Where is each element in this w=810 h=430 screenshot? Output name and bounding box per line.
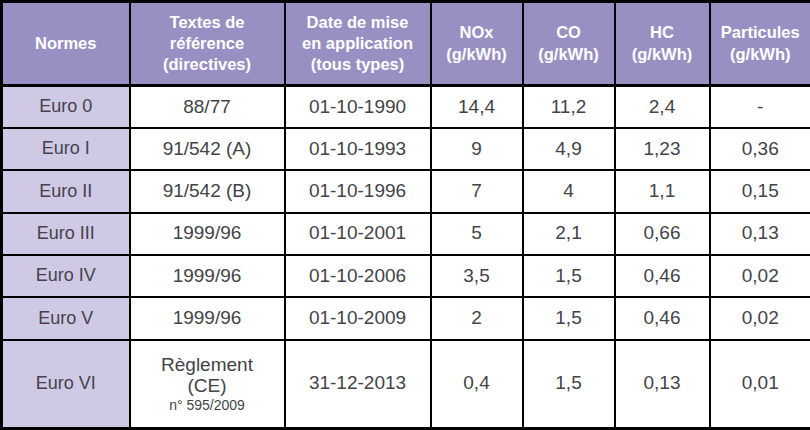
- value-cell-co: 1,5: [523, 297, 615, 339]
- value-cell-co: 2,1: [523, 213, 615, 255]
- value-cell-hc: 0,46: [615, 297, 710, 339]
- reference-sub-text: n° 595/2009: [134, 397, 281, 414]
- value-cell-co: 4: [523, 170, 615, 212]
- value-cell-particules: 0,15: [710, 170, 810, 212]
- value-cell-textes-reference: 88/77: [130, 86, 285, 128]
- col-header-nox: NOx (g/kWh): [431, 2, 523, 86]
- value-cell-particules: 0,36: [710, 128, 810, 170]
- value-cell-particules: 0,02: [710, 255, 810, 297]
- value-cell-textes-reference: 1999/96: [130, 255, 285, 297]
- value-cell-co: 11,2: [523, 86, 615, 128]
- table-row: Euro V1999/9601-10-200921,50,460,02: [2, 297, 810, 339]
- value-cell-nox: 14,4: [431, 86, 523, 128]
- value-cell-textes-reference: 91/542 (A): [130, 128, 285, 170]
- value-cell-hc: 1,1: [615, 170, 710, 212]
- value-cell-date-application: 01-10-1990: [285, 86, 431, 128]
- value-cell-date-application: 01-10-1996: [285, 170, 431, 212]
- norm-label-cell: Euro IV: [2, 255, 130, 297]
- table-row: Euro I91/542 (A)01-10-199394,91,230,36: [2, 128, 810, 170]
- table-row: Euro IV1999/9601-10-20063,51,50,460,02: [2, 255, 810, 297]
- value-cell-date-application: 01-10-2009: [285, 297, 431, 339]
- value-cell-co: 1,5: [523, 255, 615, 297]
- table-row: Euro II91/542 (B)01-10-1996741,10,15: [2, 170, 810, 212]
- table-row: Euro III1999/9601-10-200152,10,660,13: [2, 213, 810, 255]
- value-cell-textes-reference: 1999/96: [130, 213, 285, 255]
- col-header-normes: Normes: [2, 2, 130, 86]
- value-cell-hc: 0,66: [615, 213, 710, 255]
- value-cell-textes-reference: 1999/96: [130, 297, 285, 339]
- value-cell-particules: 0,02: [710, 297, 810, 339]
- value-cell-hc: 0,46: [615, 255, 710, 297]
- value-cell-hc: 0,13: [615, 340, 710, 429]
- value-cell-hc: 2,4: [615, 86, 710, 128]
- col-header-particules: Particules (g/kWh): [710, 2, 810, 86]
- norm-label-cell: Euro I: [2, 128, 130, 170]
- norm-label-cell: Euro V: [2, 297, 130, 339]
- value-cell-co: 4,9: [523, 128, 615, 170]
- norm-label-cell: Euro II: [2, 170, 130, 212]
- col-header-hc: HC (g/kWh): [615, 2, 710, 86]
- value-cell-particules: -: [710, 86, 810, 128]
- table-row: Euro 088/7701-10-199014,411,22,4-: [2, 86, 810, 128]
- table-row: Euro VIRèglement (CE)n° 595/200931-12-20…: [2, 340, 810, 429]
- value-cell-nox: 3,5: [431, 255, 523, 297]
- header-row: NormesTextes de référence (directives)Da…: [2, 2, 810, 86]
- value-cell-nox: 9: [431, 128, 523, 170]
- value-cell-particules: 0,01: [710, 340, 810, 429]
- table-body: Euro 088/7701-10-199014,411,22,4-Euro I9…: [2, 86, 810, 429]
- value-cell-nox: 5: [431, 213, 523, 255]
- value-cell-date-application: 31-12-2013: [285, 340, 431, 429]
- col-header-textes-reference: Textes de référence (directives): [130, 2, 285, 86]
- col-header-date-application: Date de mise en application (tous types): [285, 2, 431, 86]
- norm-label-cell: Euro VI: [2, 340, 130, 429]
- table-header: NormesTextes de référence (directives)Da…: [2, 2, 810, 86]
- value-cell-co: 1,5: [523, 340, 615, 429]
- value-cell-date-application: 01-10-1993: [285, 128, 431, 170]
- value-cell-nox: 2: [431, 297, 523, 339]
- norm-label-cell: Euro 0: [2, 86, 130, 128]
- value-cell-particules: 0,13: [710, 213, 810, 255]
- col-header-co: CO (g/kWh): [523, 2, 615, 86]
- value-cell-textes-reference: 91/542 (B): [130, 170, 285, 212]
- value-cell-textes-reference: Règlement (CE)n° 595/2009: [130, 340, 285, 429]
- norm-label-cell: Euro III: [2, 213, 130, 255]
- value-cell-nox: 7: [431, 170, 523, 212]
- reference-main-text: Règlement (CE): [134, 354, 281, 398]
- value-cell-date-application: 01-10-2001: [285, 213, 431, 255]
- value-cell-date-application: 01-10-2006: [285, 255, 431, 297]
- value-cell-hc: 1,23: [615, 128, 710, 170]
- euro-emissions-table: NormesTextes de référence (directives)Da…: [0, 0, 810, 430]
- value-cell-nox: 0,4: [431, 340, 523, 429]
